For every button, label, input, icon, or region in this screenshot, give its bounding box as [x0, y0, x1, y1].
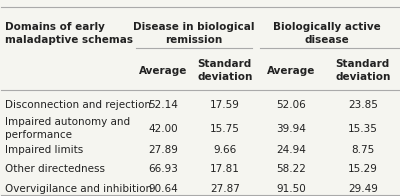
Text: Impaired limits: Impaired limits — [5, 145, 84, 155]
Text: 15.75: 15.75 — [210, 123, 240, 133]
Text: Impaired autonomy and
performance: Impaired autonomy and performance — [5, 117, 130, 140]
Text: 27.89: 27.89 — [148, 145, 178, 155]
Text: 42.00: 42.00 — [148, 123, 178, 133]
Text: 24.94: 24.94 — [276, 145, 306, 155]
Text: 27.87: 27.87 — [210, 184, 240, 194]
Text: Disconnection and rejection: Disconnection and rejection — [5, 100, 151, 110]
Text: 17.59: 17.59 — [210, 100, 240, 110]
Text: 66.93: 66.93 — [148, 164, 178, 174]
Text: 23.85: 23.85 — [348, 100, 378, 110]
Text: Domains of early
maladaptive schemas: Domains of early maladaptive schemas — [5, 23, 133, 45]
Text: 52.14: 52.14 — [148, 100, 178, 110]
Text: 9.66: 9.66 — [213, 145, 236, 155]
Text: Other directedness: Other directedness — [5, 164, 105, 174]
Text: Standard
deviation: Standard deviation — [335, 59, 390, 82]
Text: 52.06: 52.06 — [276, 100, 306, 110]
Text: 15.35: 15.35 — [348, 123, 378, 133]
Text: 15.29: 15.29 — [348, 164, 378, 174]
Text: 90.64: 90.64 — [148, 184, 178, 194]
Text: Overvigilance and inhibition: Overvigilance and inhibition — [5, 184, 152, 194]
Text: 58.22: 58.22 — [276, 164, 306, 174]
Text: Biologically active
disease: Biologically active disease — [273, 23, 381, 45]
Text: 17.81: 17.81 — [210, 164, 240, 174]
Text: 8.75: 8.75 — [351, 145, 374, 155]
Text: Disease in biological
remission: Disease in biological remission — [133, 23, 255, 45]
Text: 29.49: 29.49 — [348, 184, 378, 194]
Text: Standard
deviation: Standard deviation — [197, 59, 252, 82]
Text: Average: Average — [267, 66, 316, 76]
Text: 39.94: 39.94 — [276, 123, 306, 133]
Text: 91.50: 91.50 — [276, 184, 306, 194]
Text: Average: Average — [139, 66, 188, 76]
